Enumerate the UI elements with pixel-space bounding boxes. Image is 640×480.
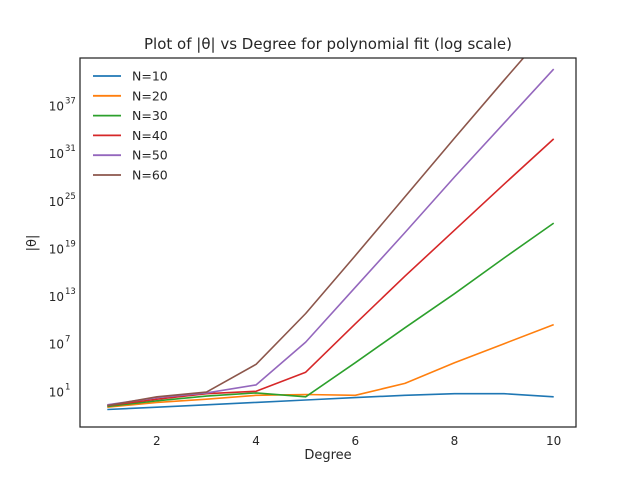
legend-label: N=60: [132, 168, 168, 183]
series-line-n-20: [107, 323, 554, 408]
legend-item: N=30: [93, 108, 168, 123]
y-tick-label: 10 37: [49, 97, 76, 114]
y-tick-exponent: 1: [65, 382, 70, 392]
y-tick-base: 10: [49, 195, 64, 209]
legend-item: N=10: [93, 69, 168, 84]
y-tick-exponent: 13: [65, 287, 76, 297]
y-tick-label: 10 13: [49, 287, 76, 304]
plot-area: [79, 57, 577, 428]
chart-title: Plot of |θ| vs Degree for polynomial fit…: [144, 35, 512, 53]
series-line-n-30: [107, 222, 555, 408]
y-tick-base: 10: [49, 147, 64, 161]
legend-item: N=60: [93, 168, 168, 183]
y-tick-exponent: 37: [65, 97, 76, 107]
series-line-n-50: [107, 68, 555, 406]
legend-label: N=40: [132, 128, 168, 143]
y-tick-base: 10: [49, 338, 64, 352]
plot-frame: [79, 57, 577, 428]
x-tick-label: 2: [153, 434, 161, 448]
legend-label: N=50: [132, 148, 168, 163]
y-tick-label: 10 7: [49, 335, 71, 352]
legend-label: N=10: [132, 69, 168, 84]
x-tick-label: 6: [351, 434, 359, 448]
series-line-n-40: [107, 138, 555, 407]
y-tick-exponent: 19: [65, 239, 76, 249]
y-axis-label: |θ|: [25, 235, 40, 252]
legend-label: N=20: [132, 88, 168, 103]
y-tick-base: 10: [49, 385, 64, 399]
series-line-n-10: [107, 392, 554, 411]
y-tick-base: 10: [49, 290, 64, 304]
y-tick-exponent: 25: [65, 192, 76, 202]
y-tick-base: 10: [49, 100, 64, 114]
legend-item: N=20: [93, 88, 168, 103]
y-tick-label: 10 25: [49, 192, 76, 209]
series-line-n-60: [107, 58, 525, 407]
y-tick-label: 10 1: [49, 382, 71, 399]
x-tick-label: 10: [546, 434, 561, 448]
legend-label: N=30: [132, 108, 168, 123]
legend-item: N=50: [93, 148, 168, 163]
series-lines: [107, 58, 555, 411]
legend: N=10 N=20 N=30 N=40 N=50 N=60: [93, 69, 168, 183]
y-tick-exponent: 7: [65, 335, 70, 345]
y-tick-label: 10 31: [49, 144, 76, 161]
x-tick-label: 4: [252, 434, 260, 448]
x-axis-ticks: 2 4 6 8 10: [153, 434, 561, 448]
y-tick-exponent: 31: [65, 144, 76, 154]
x-tick-label: 8: [451, 434, 459, 448]
y-tick-label: 10 19: [49, 239, 76, 256]
y-tick-base: 10: [49, 242, 64, 256]
x-axis-label: Degree: [304, 448, 351, 463]
legend-item: N=40: [93, 128, 168, 143]
